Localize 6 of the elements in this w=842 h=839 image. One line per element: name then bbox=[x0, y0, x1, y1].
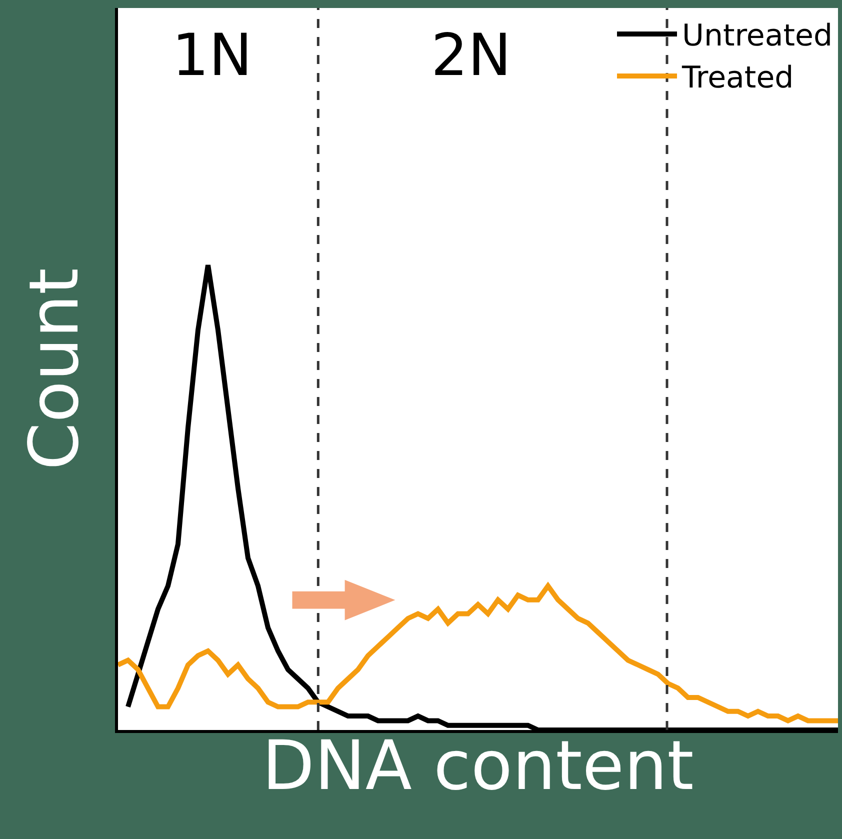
x-axis-title: DNA content bbox=[262, 727, 694, 806]
text: 2N bbox=[431, 21, 512, 89]
text: 1N bbox=[172, 21, 252, 89]
legend-label: Treated bbox=[681, 60, 794, 96]
y-axis-title: Count bbox=[16, 268, 95, 470]
legend-label: Untreated bbox=[682, 18, 833, 54]
